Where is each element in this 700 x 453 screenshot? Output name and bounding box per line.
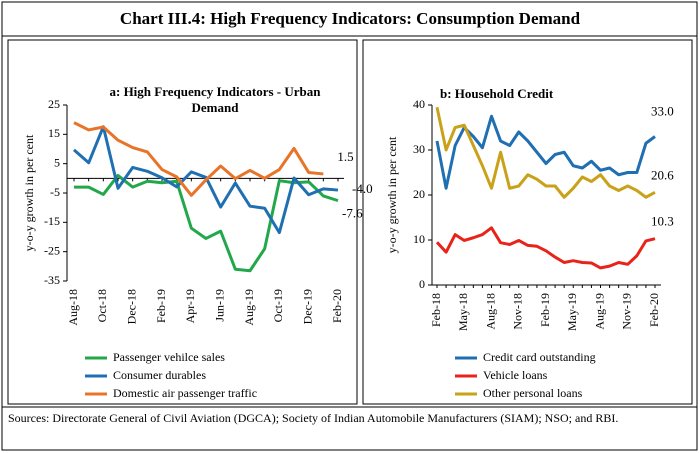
- x-tick-label: Oct-19: [271, 289, 285, 322]
- y-axis-title: y-o-y growth in per cent: [22, 134, 36, 251]
- x-tick-label: Aug-18: [483, 293, 497, 330]
- x-tick-label: Feb-18: [429, 293, 443, 327]
- value-label: 33.0: [651, 103, 674, 118]
- x-tick-label: Aug-19: [242, 289, 256, 326]
- legend-label: Domestic air passenger traffic: [113, 386, 257, 400]
- y-tick-label: 30: [413, 142, 425, 156]
- y-tick-label: 15: [48, 126, 60, 140]
- x-tick-label: May-19: [565, 293, 579, 331]
- y-tick-label: 0: [419, 277, 425, 291]
- x-tick-label: Oct-18: [95, 289, 109, 322]
- x-tick-label: Aug-18: [66, 289, 80, 326]
- value-label: 1.5: [337, 149, 353, 164]
- x-tick-label: Nov-18: [511, 293, 525, 330]
- y-tick-label: 40: [413, 97, 425, 111]
- y-tick-label: -5: [50, 185, 60, 199]
- x-tick-label: May-18: [456, 293, 470, 331]
- x-tick-label: Jun-19: [212, 289, 226, 322]
- value-label: -4.0: [352, 181, 373, 196]
- page-title: Chart III.4: High Frequency Indicators: …: [120, 9, 581, 28]
- y-tick-label: 25: [48, 97, 60, 111]
- legend-label: Consumer durables: [113, 368, 206, 382]
- panel-title: b: Household Credit: [440, 86, 554, 101]
- panel-title: a: High Frequency Indicators - Urban Dem…: [109, 84, 321, 115]
- legend-label: Credit card outstanding: [483, 350, 596, 364]
- series-line: [435, 226, 656, 270]
- series-line: [73, 125, 339, 235]
- x-tick-label: Dec-19: [300, 289, 314, 324]
- value-label: 20.6: [651, 167, 674, 182]
- panel-frame: [7, 39, 358, 405]
- y-tick-label: -25: [44, 243, 60, 257]
- value-label: -7.6: [342, 206, 363, 221]
- y-tick-label: -15: [44, 214, 60, 228]
- y-tick-label: 10: [413, 232, 425, 246]
- x-tick-label: Aug-19: [592, 293, 606, 330]
- series-line: [74, 173, 339, 273]
- y-axis-title: y-o-y growth in per cent: [385, 136, 399, 253]
- x-tick-label: Feb-20: [647, 293, 661, 327]
- value-label: 10.3: [651, 214, 674, 229]
- series-line: [435, 114, 656, 190]
- x-tick-label: Nov-19: [620, 293, 634, 330]
- legend-label: Passenger vehilce sales: [113, 350, 225, 364]
- x-tick-label: Dec-18: [124, 289, 138, 324]
- legend-label: Other personal loans: [483, 386, 583, 400]
- y-tick-label: -35: [44, 273, 60, 287]
- x-tick-label: Apr-19: [183, 289, 197, 323]
- series-line: [435, 106, 656, 199]
- x-tick-label: Feb-19: [154, 289, 168, 323]
- x-tick-label: Feb-20: [330, 289, 344, 323]
- series-line: [73, 121, 324, 197]
- sources: Sources: Directorate General of Civil Av…: [8, 411, 619, 425]
- x-tick-label: Feb-19: [538, 293, 552, 327]
- panel-frame: [362, 39, 693, 405]
- y-tick-label: 5: [54, 155, 60, 169]
- legend-label: Vehicle loans: [483, 368, 548, 382]
- y-tick-label: 20: [413, 187, 425, 201]
